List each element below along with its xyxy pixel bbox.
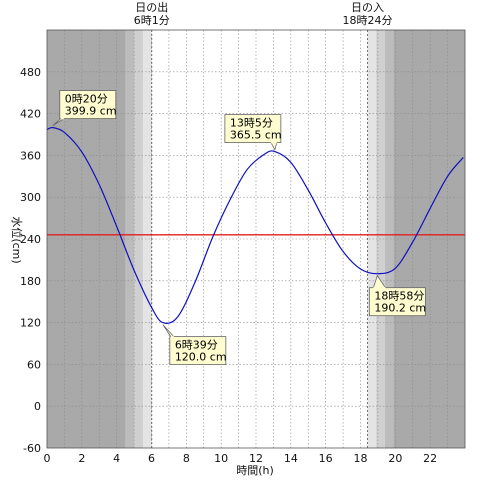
x-axis-title: 時間(h): [236, 464, 274, 477]
callout-time: 0時20分: [65, 93, 108, 106]
y-tick-label: 420: [20, 108, 41, 121]
y-tick-label: 360: [20, 149, 41, 162]
callout-box: [368, 287, 426, 317]
callout-time: 6時39分: [175, 339, 218, 352]
axes: [46, 29, 466, 449]
y-tick-label: 240: [20, 233, 41, 246]
callout-box: [224, 114, 282, 143]
y-tick-label: -60: [23, 442, 41, 455]
x-tick-label: 0: [44, 452, 51, 465]
callout-value: 365.5 cm: [230, 129, 282, 142]
x-tick-label: 22: [423, 452, 437, 465]
callout-box: [169, 336, 227, 366]
x-tick-label: 12: [249, 452, 263, 465]
callout-time: 13時5分: [230, 117, 273, 130]
x-tick-label: 2: [78, 452, 85, 465]
y-tick-label: 300: [20, 191, 41, 204]
sunset-label: 日の入: [351, 1, 384, 14]
x-tick-label: 6: [148, 452, 155, 465]
y-tick-label: 480: [20, 66, 41, 79]
plot-frame: [46, 29, 466, 449]
callout-value: 190.2 cm: [374, 302, 426, 315]
y-tick-label: 120: [20, 317, 41, 330]
x-tick-label: 4: [113, 452, 120, 465]
y-tick-label: 0: [34, 400, 41, 413]
x-tick-label: 16: [319, 452, 333, 465]
daylight-band-1: [125, 30, 135, 448]
x-tick-label: 10: [214, 452, 228, 465]
x-tick-label: 8: [183, 452, 190, 465]
callout-box: [59, 90, 117, 120]
sunrise-label: 日の出: [135, 0, 168, 14]
y-axis-title: 水位(cm): [10, 216, 24, 263]
daylight-band-3: [143, 30, 152, 448]
daylight-band-5: [367, 30, 377, 448]
sunrise-time-label: 6時1分: [134, 14, 170, 27]
grid-lines: [47, 30, 465, 448]
sunset-time-label: 18時24分: [342, 14, 392, 27]
series-group: [46, 126, 464, 324]
callout-value: 399.9 cm: [65, 105, 117, 118]
x-tick-label: 20: [388, 452, 402, 465]
y-tick-label: 60: [27, 358, 41, 371]
y-tick-label: 180: [20, 275, 41, 288]
tide-level-line: [46, 126, 464, 324]
callout-time: 18時58分: [374, 290, 424, 303]
x-tick-label: 14: [284, 452, 298, 465]
x-tick-label: 18: [354, 452, 368, 465]
callout-value: 120.0 cm: [175, 351, 227, 364]
daylight-band-7: [384, 30, 394, 448]
